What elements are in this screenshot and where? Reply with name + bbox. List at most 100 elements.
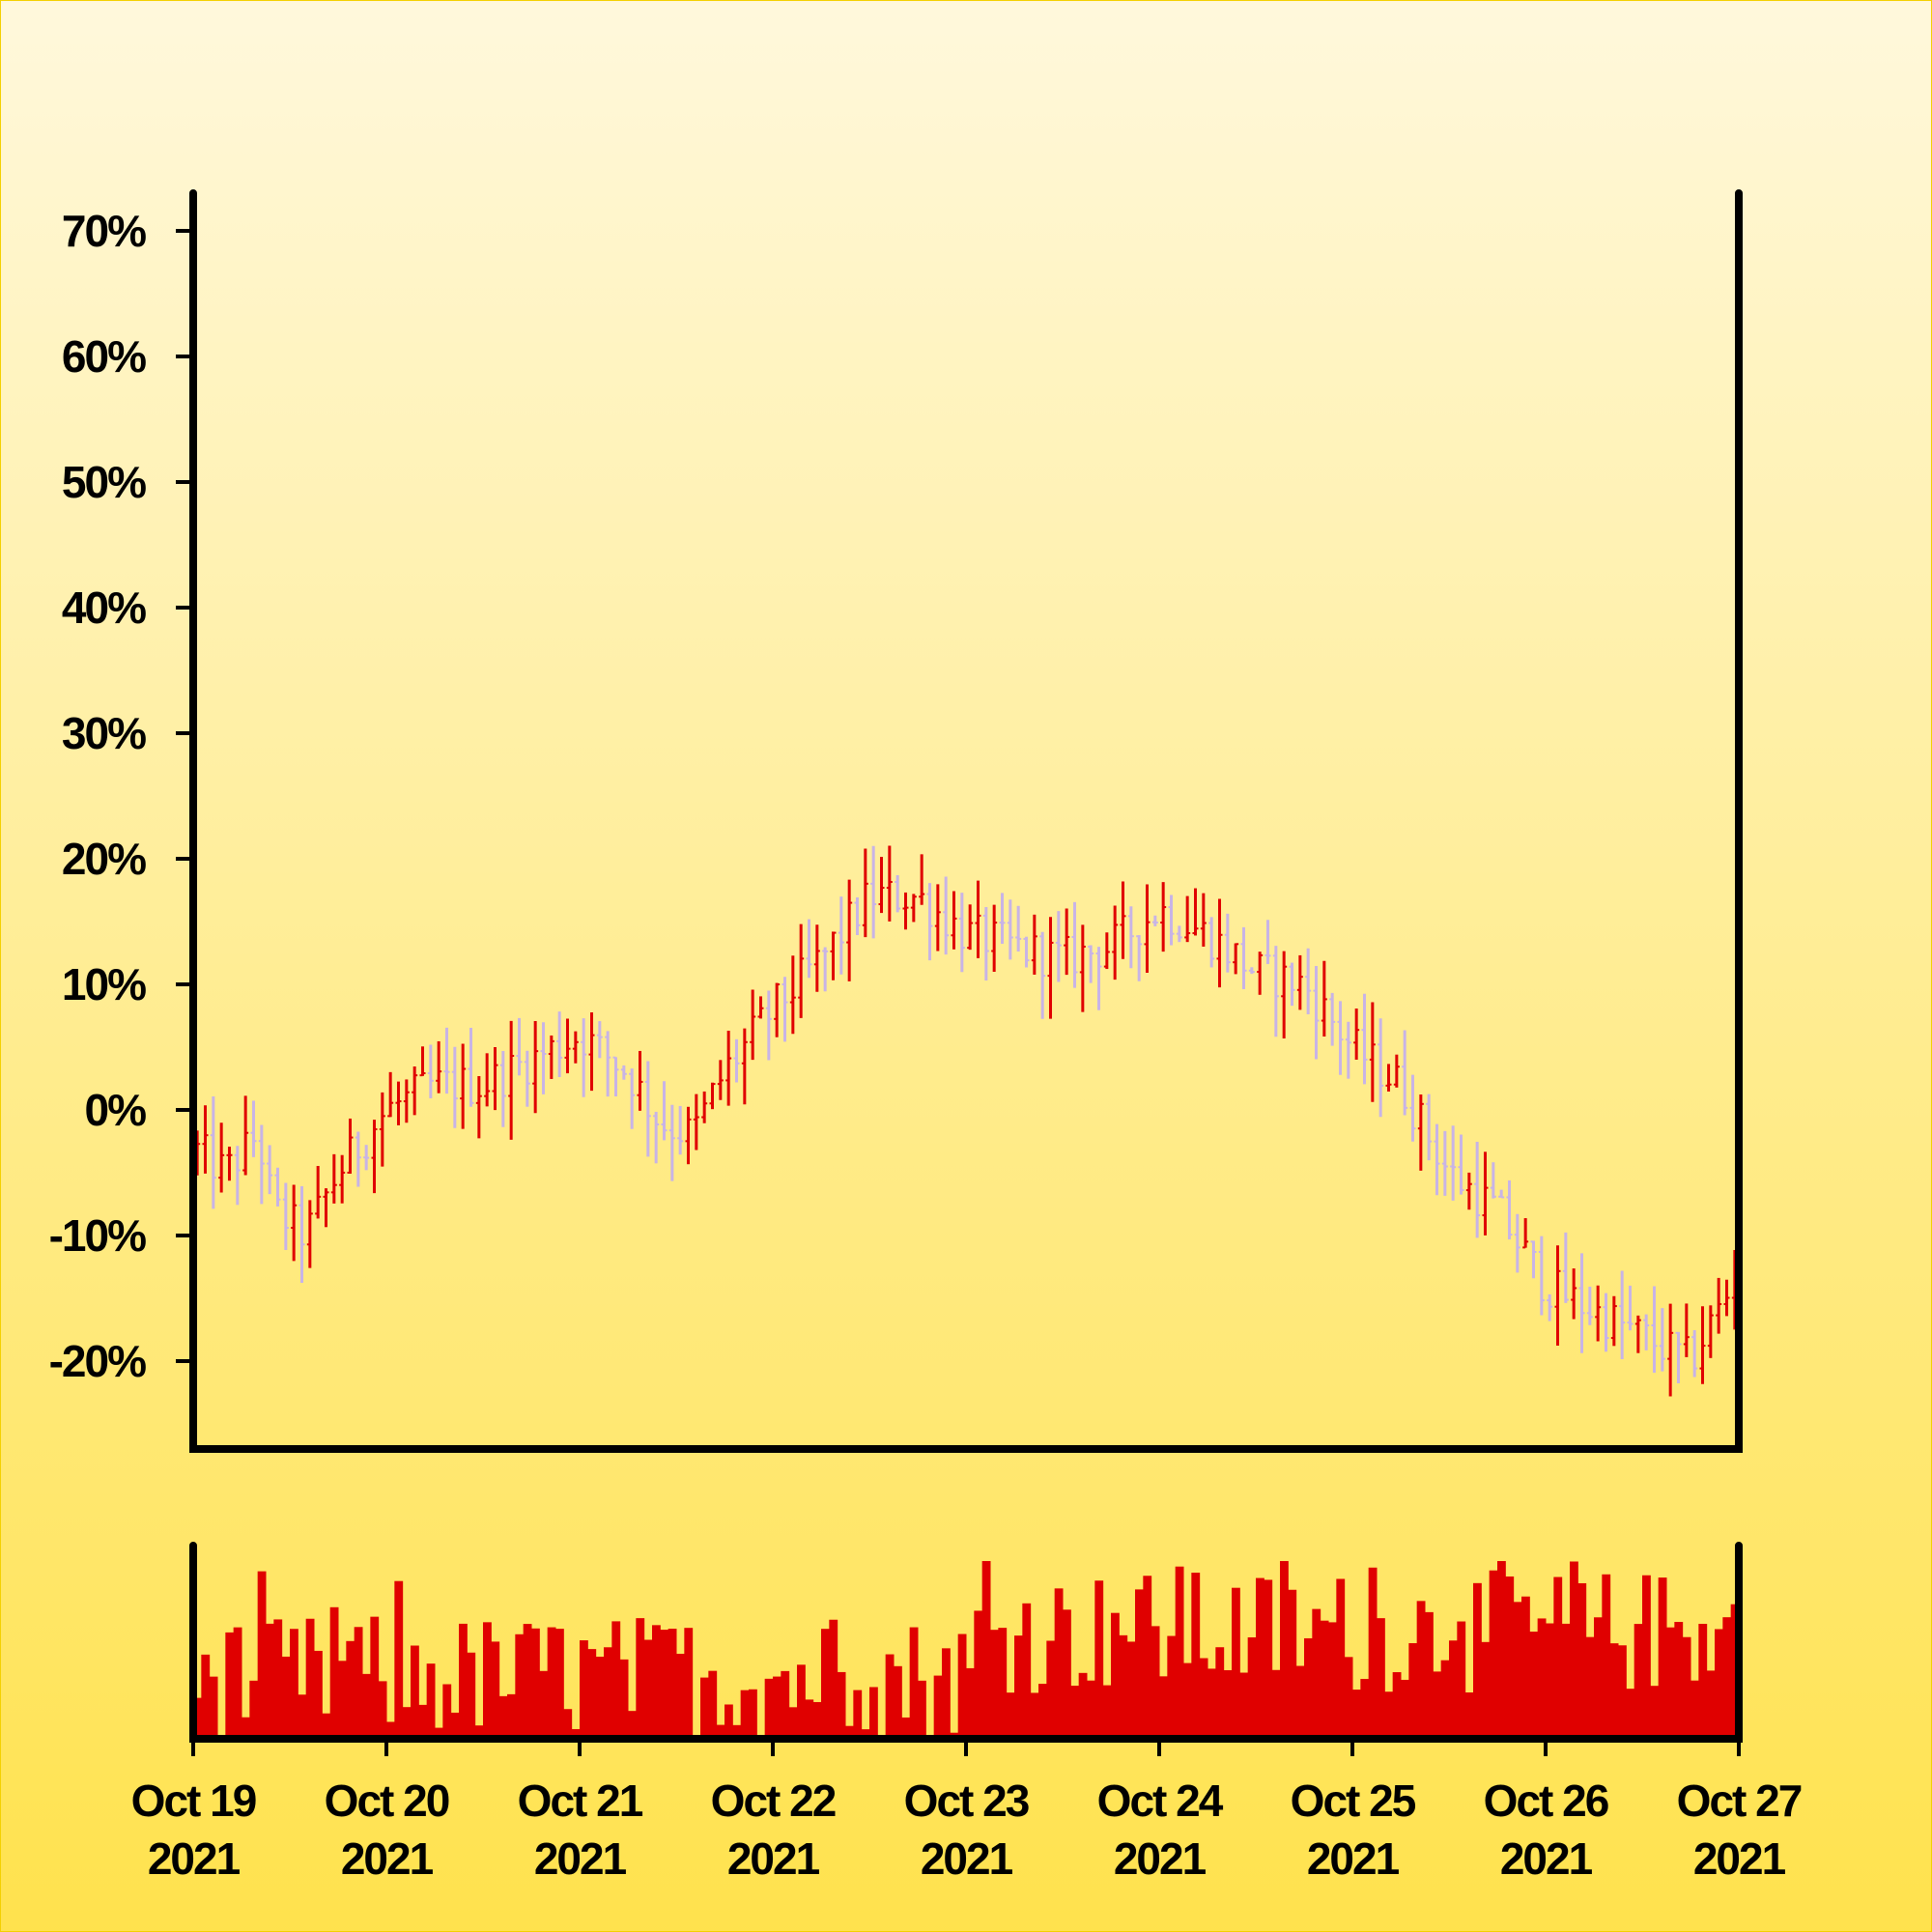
y-tick-label: 0% bbox=[85, 1085, 147, 1135]
volume-bar bbox=[1473, 1582, 1482, 1739]
volume-bar bbox=[580, 1640, 588, 1739]
volume-bar bbox=[797, 1664, 806, 1739]
volume-bar bbox=[1247, 1636, 1257, 1739]
volume-bar bbox=[587, 1649, 597, 1739]
x-tick-label-year: 2021 bbox=[1500, 1833, 1593, 1884]
volume-bar bbox=[386, 1721, 395, 1739]
x-tick-label-year: 2021 bbox=[727, 1833, 820, 1884]
volume-bar bbox=[249, 1680, 259, 1739]
volume-bar bbox=[426, 1663, 436, 1739]
volume-bar bbox=[1264, 1579, 1273, 1739]
volume-bar bbox=[1658, 1577, 1667, 1739]
volume-bar bbox=[812, 1701, 822, 1739]
volume-bar bbox=[1208, 1668, 1216, 1739]
volume-bar bbox=[604, 1647, 612, 1739]
volume-bar bbox=[885, 1654, 895, 1739]
volume-bar bbox=[894, 1665, 902, 1739]
volume-bar bbox=[571, 1728, 581, 1739]
volume-bar bbox=[1682, 1636, 1691, 1739]
x-tick-label-date: Oct 21 bbox=[518, 1776, 643, 1826]
volume-bar bbox=[652, 1625, 661, 1739]
volume-bar bbox=[1320, 1620, 1329, 1739]
volume-bar bbox=[242, 1717, 250, 1739]
volume-bar bbox=[861, 1729, 870, 1739]
volume-bar bbox=[531, 1628, 540, 1739]
volume-bar bbox=[1440, 1660, 1450, 1739]
x-tick-label-date: Oct 26 bbox=[1484, 1776, 1608, 1826]
volume-bar bbox=[781, 1670, 790, 1739]
volume-bar bbox=[1126, 1641, 1136, 1739]
volume-bar bbox=[1642, 1575, 1651, 1739]
volume-bar bbox=[1151, 1626, 1160, 1739]
volume-bar bbox=[1078, 1672, 1088, 1739]
x-tick-label-year: 2021 bbox=[148, 1833, 241, 1884]
volume-bar bbox=[611, 1621, 621, 1739]
volume-bar bbox=[732, 1724, 742, 1739]
volume-bar bbox=[290, 1629, 298, 1739]
volume-bar bbox=[1135, 1589, 1144, 1739]
volume-bar bbox=[805, 1699, 814, 1739]
volume-bar bbox=[788, 1707, 798, 1739]
price-bars bbox=[194, 845, 1738, 1397]
volume-bar bbox=[1280, 1561, 1289, 1739]
axes bbox=[189, 189, 1743, 1743]
volume-bar bbox=[370, 1616, 380, 1739]
volume-bar bbox=[314, 1650, 323, 1739]
volume-bars bbox=[193, 1561, 1740, 1739]
volume-bar bbox=[660, 1630, 669, 1739]
volume-bar bbox=[1425, 1611, 1434, 1739]
x-tick-label-date: Oct 23 bbox=[904, 1776, 1029, 1826]
volume-bar bbox=[281, 1656, 291, 1739]
volume-bar bbox=[1175, 1566, 1184, 1739]
volume-bar bbox=[1102, 1685, 1112, 1739]
volume-bar bbox=[1328, 1622, 1337, 1739]
x-tick-label-year: 2021 bbox=[921, 1833, 1013, 1884]
volume-bar bbox=[901, 1717, 911, 1739]
volume-bar bbox=[749, 1689, 757, 1739]
volume-bar bbox=[467, 1652, 476, 1739]
volume-bar bbox=[1336, 1578, 1346, 1739]
volume-bar bbox=[773, 1676, 781, 1739]
price-axes-frame bbox=[189, 189, 1743, 1453]
volume-bar bbox=[273, 1619, 283, 1739]
volume-bar bbox=[491, 1641, 500, 1739]
volume-bar bbox=[1087, 1680, 1095, 1739]
volume-bar bbox=[1054, 1588, 1064, 1739]
volume-bar bbox=[1038, 1684, 1047, 1739]
volume-bar bbox=[837, 1671, 846, 1739]
volume-bar bbox=[708, 1670, 718, 1739]
y-tick-label: 60% bbox=[62, 331, 146, 382]
volume-bar bbox=[1618, 1645, 1627, 1739]
volume-bar bbox=[1715, 1629, 1723, 1739]
volume-bar bbox=[1111, 1612, 1120, 1739]
y-tick-label: -20% bbox=[49, 1336, 146, 1386]
y-tick-label: 20% bbox=[62, 834, 146, 884]
volume-bar bbox=[628, 1711, 637, 1739]
x-tick-label-year: 2021 bbox=[341, 1833, 434, 1884]
volume-bar bbox=[643, 1639, 653, 1739]
volume-bar bbox=[209, 1676, 218, 1739]
volume-bar bbox=[1223, 1669, 1233, 1739]
volume-bar bbox=[1368, 1567, 1378, 1739]
volume-bar bbox=[1215, 1647, 1225, 1739]
volume-bar bbox=[1481, 1641, 1491, 1739]
volume-bar bbox=[1529, 1632, 1539, 1739]
volume-bar bbox=[1167, 1635, 1177, 1739]
volume-bar bbox=[933, 1675, 943, 1739]
volume-bar bbox=[362, 1673, 371, 1739]
volume-bar bbox=[322, 1713, 331, 1739]
volume-bar bbox=[1690, 1680, 1699, 1739]
volume-bar bbox=[305, 1618, 315, 1739]
x-tick-label-year: 2021 bbox=[1114, 1833, 1207, 1884]
volume-bar bbox=[1594, 1617, 1603, 1739]
volume-bar bbox=[1295, 1665, 1305, 1739]
volume-bar bbox=[1094, 1580, 1104, 1739]
volume-bar bbox=[1546, 1623, 1554, 1739]
volume-bar bbox=[498, 1695, 508, 1739]
volume-bar bbox=[1384, 1691, 1394, 1739]
volume-bar bbox=[201, 1654, 211, 1739]
volume-bar bbox=[1553, 1577, 1563, 1739]
volume-bar bbox=[1271, 1669, 1281, 1739]
volume-bar bbox=[619, 1659, 629, 1739]
y-tick-label: 30% bbox=[62, 708, 146, 758]
